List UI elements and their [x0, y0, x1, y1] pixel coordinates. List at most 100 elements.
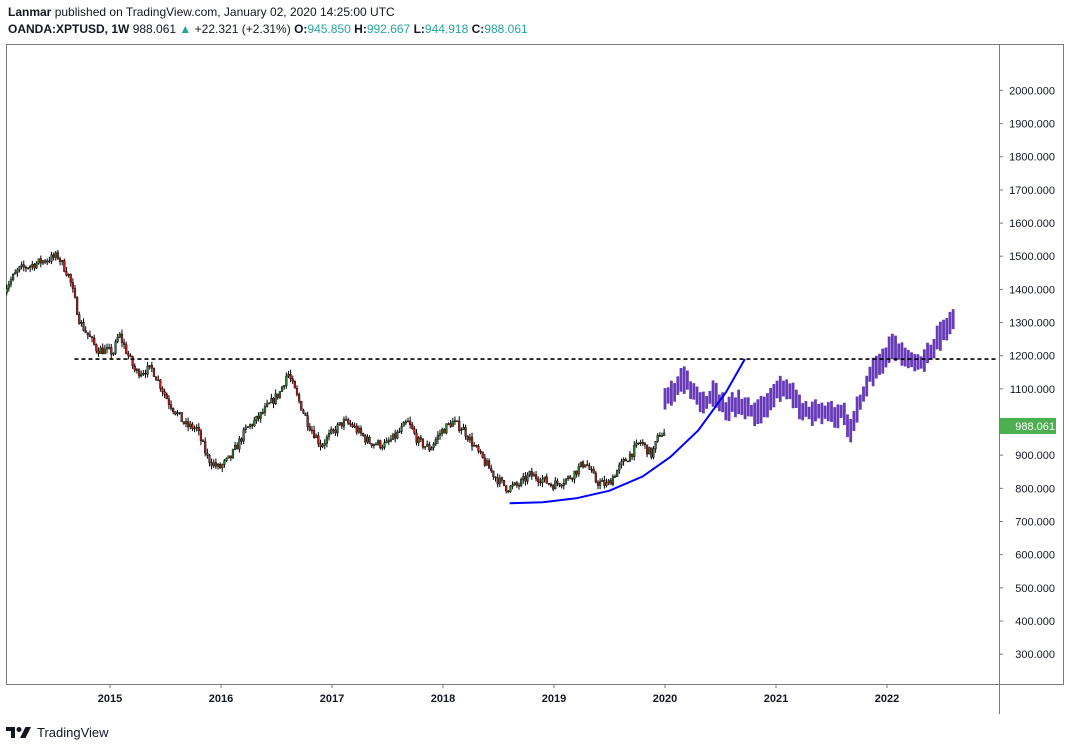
candle-body	[285, 375, 288, 386]
projection-bar	[890, 333, 894, 360]
candle-body	[80, 322, 83, 324]
candle-body	[35, 262, 38, 269]
candle-body	[86, 332, 89, 336]
candle-body	[362, 433, 365, 436]
candle-body	[391, 433, 395, 440]
projection-bar	[926, 342, 929, 363]
y-tick-label: 1500.000	[1009, 251, 1055, 263]
candle-body	[29, 265, 32, 269]
candle-body	[417, 437, 420, 443]
projection-bar	[679, 368, 683, 392]
candle-body	[526, 474, 529, 482]
candle-body	[575, 470, 578, 475]
candle-body	[39, 258, 42, 264]
candle-body	[178, 412, 181, 414]
candle-body	[159, 379, 162, 389]
candle-body	[321, 444, 324, 447]
projection-bar	[826, 402, 830, 422]
candle-body	[594, 472, 597, 483]
projection-bar	[913, 354, 917, 372]
projection-bar	[756, 399, 760, 425]
candle-body	[157, 379, 160, 382]
candle-body	[302, 410, 305, 414]
projection-bar	[676, 376, 680, 395]
candle-body	[61, 260, 64, 262]
candle-body	[142, 373, 145, 375]
rounding-bottom-curve[interactable]	[509, 358, 746, 505]
candle-body	[283, 385, 286, 388]
candle-body	[325, 436, 328, 444]
projection-bar	[865, 375, 869, 397]
price-chart[interactable]: 2000.000 1900.000 1800.000 1700.000 1600.000…	[3, 44, 1064, 714]
current-price: 988.061	[132, 22, 177, 36]
candle-body	[419, 437, 422, 440]
candle-body	[652, 448, 655, 458]
candle-body	[351, 424, 354, 428]
candle-body	[470, 436, 474, 447]
candle-body	[308, 426, 311, 431]
y-tick-label: 600.000	[1015, 550, 1055, 562]
candle-body	[541, 478, 544, 484]
candle-body	[14, 272, 17, 275]
candle-body	[37, 258, 40, 264]
candle-body	[161, 388, 164, 392]
candle-body	[137, 369, 141, 377]
candle-body	[494, 476, 497, 479]
candle-body	[447, 423, 450, 425]
candle-body	[654, 441, 657, 450]
projection-bar	[692, 383, 696, 400]
tradingview-brand[interactable]: TradingView	[6, 722, 109, 742]
candle-body	[643, 443, 647, 446]
candle-body	[473, 445, 476, 447]
candle-body	[372, 443, 375, 446]
y-tick-label: 1800.000	[1009, 152, 1055, 164]
candle-body	[569, 476, 572, 479]
time-axis[interactable]: 2015 2016 2017 2018 2019 2020 2021 2022	[98, 684, 899, 705]
candle-body	[485, 460, 489, 466]
candle-body	[103, 348, 106, 355]
candle-body	[54, 252, 57, 258]
price-axis[interactable]: 2000.000 1900.000 1800.000 1700.000 1600.000…	[999, 85, 1055, 661]
candle-body	[366, 436, 369, 443]
candle-body	[596, 481, 600, 486]
projection-bar	[849, 419, 853, 443]
candle-body	[398, 431, 401, 433]
candle-body	[426, 444, 429, 447]
candle-body	[626, 460, 629, 463]
projection-bar	[858, 394, 862, 410]
candle-body	[381, 447, 384, 449]
candle-body	[7, 284, 10, 289]
brand-name: TradingView	[37, 724, 109, 740]
candle-body	[475, 445, 478, 447]
x-tick-label: 2022	[875, 693, 899, 705]
candle-body	[323, 443, 326, 446]
publish-info: published on TradingView.com, January 02…	[54, 5, 395, 19]
candle-body	[402, 422, 405, 427]
candle-body	[603, 480, 606, 486]
candle-body	[261, 412, 264, 414]
candle-body	[210, 462, 213, 466]
candle-body	[624, 459, 627, 462]
candle-body	[216, 464, 220, 467]
candle-body	[377, 440, 380, 445]
candle-body	[176, 412, 179, 415]
projection-bar	[846, 414, 849, 438]
candle-body	[579, 461, 582, 467]
projection-bar	[919, 356, 923, 369]
candle-body	[97, 350, 100, 354]
candle-body	[71, 282, 74, 289]
candle-body	[9, 279, 13, 285]
chart-area[interactable]: 2000.000 1900.000 1800.000 1700.000 1600.000…	[3, 44, 1064, 714]
history-candles	[3, 250, 666, 494]
author-name[interactable]: Lanmar	[8, 5, 52, 19]
projection-bar	[670, 380, 673, 406]
candle-body	[20, 264, 23, 267]
candle-body	[16, 269, 19, 273]
candle-body	[189, 423, 192, 427]
candle-body	[193, 427, 196, 430]
candle-body	[227, 455, 230, 459]
candle-body	[172, 408, 175, 412]
projection-bar	[833, 407, 837, 428]
projection-bar	[910, 352, 913, 368]
candle-body	[539, 481, 542, 484]
